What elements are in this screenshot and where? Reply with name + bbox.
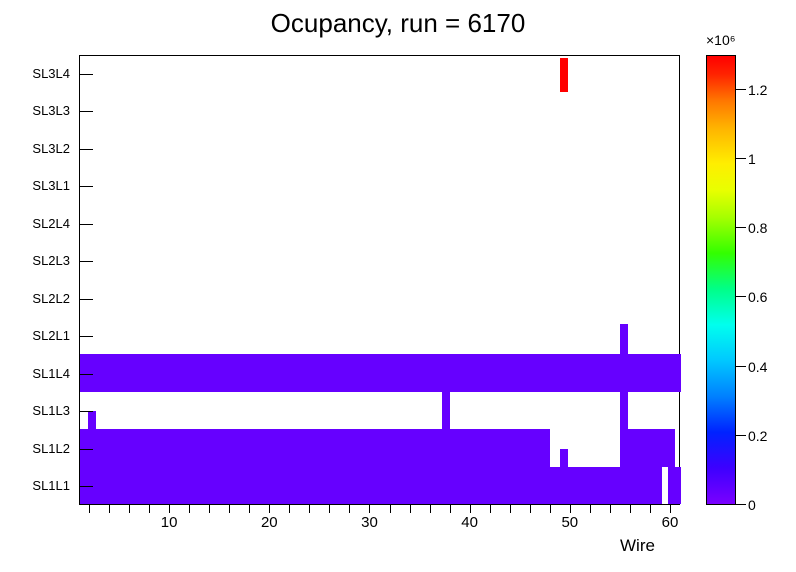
bar-sl2l1-spike xyxy=(620,324,628,392)
colorbar-tick-mark-0.4 xyxy=(736,366,746,367)
xtick-mark-22 xyxy=(289,505,290,513)
ytick-mark-SL1L4 xyxy=(79,374,93,375)
xtick-mark-20 xyxy=(269,505,270,513)
xtick-mark-8 xyxy=(149,505,150,513)
colorbar-tick-mark-0.6 xyxy=(736,296,746,297)
xtick-mark-44 xyxy=(510,505,511,513)
ytick-mark-SL3L2 xyxy=(79,149,93,150)
xtick-mark-42 xyxy=(490,505,491,513)
xtick-mark-12 xyxy=(189,505,190,513)
xaxis-label: Wire xyxy=(620,536,655,556)
xtick-mark-34 xyxy=(410,505,411,513)
chart-title: Ocupancy, run = 6170 xyxy=(0,8,796,39)
ytick-mark-SL2L2 xyxy=(79,299,93,300)
ytick-label-SL1L3: SL1L3 xyxy=(8,403,70,418)
bar-sl1l3-spike2 xyxy=(560,449,568,467)
xtick-mark-14 xyxy=(209,505,210,513)
ytick-label-SL3L1: SL3L1 xyxy=(8,178,70,193)
xtick-mark-28 xyxy=(349,505,350,513)
colorbar[interactable] xyxy=(706,55,736,505)
ytick-mark-SL2L1 xyxy=(79,336,93,337)
xtick-mark-36 xyxy=(430,505,431,513)
ytick-label-SL1L1: SL1L1 xyxy=(8,478,70,493)
xtick-label-30: 30 xyxy=(354,514,384,531)
colorbar-tick-label-0: 0 xyxy=(748,497,756,513)
bar-sl3l4-red xyxy=(560,58,568,92)
xtick-label-10: 10 xyxy=(154,514,184,531)
colorbar-tick-mark-0.2 xyxy=(736,435,746,436)
ytick-mark-SL3L1 xyxy=(79,186,93,187)
xtick-mark-56 xyxy=(630,505,631,513)
ytick-label-SL2L1: SL2L1 xyxy=(8,328,70,343)
ytick-label-SL1L2: SL1L2 xyxy=(8,441,70,456)
xtick-mark-16 xyxy=(229,505,230,513)
bar-sl1l2-segment1 xyxy=(80,429,550,467)
bar-sl1l2-segment2 xyxy=(620,429,675,467)
colorbar-tick-label-0.2: 0.2 xyxy=(748,428,767,444)
ytick-mark-SL3L3 xyxy=(79,111,93,112)
xtick-mark-52 xyxy=(590,505,591,513)
colorbar-exponent: ×10⁶ xyxy=(706,32,736,48)
colorbar-gradient[interactable] xyxy=(706,55,736,505)
xtick-mark-46 xyxy=(530,505,531,513)
chart-root: Ocupancy, run = 6170 SL1L1 SL1L2 SL1L3 SL1L… xyxy=(0,0,796,572)
bar-sl1l3-spike1 xyxy=(442,392,450,430)
colorbar-tick-label-1: 1 xyxy=(748,151,756,167)
xtick-mark-26 xyxy=(329,505,330,513)
xtick-mark-50 xyxy=(570,505,571,513)
ytick-mark-SL3L4 xyxy=(79,74,93,75)
colorbar-tick-mark-1.2 xyxy=(736,89,746,90)
colorbar-tick-label-0.6: 0.6 xyxy=(748,289,767,305)
xtick-mark-10 xyxy=(169,505,170,513)
ytick-label-SL3L3: SL3L3 xyxy=(8,103,70,118)
xtick-mark-4 xyxy=(109,505,110,513)
ytick-label-SL1L4: SL1L4 xyxy=(8,366,70,381)
xtick-mark-2 xyxy=(89,505,90,513)
bar-sl1l3-spike3 xyxy=(620,392,628,430)
xtick-label-50: 50 xyxy=(555,514,585,531)
xtick-mark-30 xyxy=(369,505,370,513)
bar-sl1l4-main xyxy=(80,354,681,392)
ytick-mark-SL2L3 xyxy=(79,261,93,262)
colorbar-tick-label-0.8: 0.8 xyxy=(748,220,767,236)
bar-sl1l2-spike xyxy=(88,411,96,467)
ytick-mark-SL1L3 xyxy=(79,411,93,412)
xtick-mark-32 xyxy=(390,505,391,513)
xtick-mark-6 xyxy=(129,505,130,513)
xtick-label-20: 20 xyxy=(254,514,284,531)
bar-sl1l1-end xyxy=(668,467,681,505)
xtick-label-60: 60 xyxy=(655,514,685,531)
xtick-mark-48 xyxy=(550,505,551,513)
colorbar-tick-mark-0.8 xyxy=(736,227,746,228)
colorbar-tick-label-0.4: 0.4 xyxy=(748,359,767,375)
ytick-label-SL3L2: SL3L2 xyxy=(8,141,70,156)
ytick-label-SL2L3: SL2L3 xyxy=(8,253,70,268)
plot-area xyxy=(79,55,680,505)
xtick-mark-40 xyxy=(470,505,471,513)
ytick-mark-SL1L2 xyxy=(79,449,93,450)
xtick-mark-60 xyxy=(670,505,671,513)
colorbar-tick-label-1.2: 1.2 xyxy=(748,82,767,98)
xtick-mark-38 xyxy=(450,505,451,513)
ytick-mark-SL1L1 xyxy=(79,486,93,487)
xtick-mark-18 xyxy=(249,505,250,513)
colorbar-tick-mark-0 xyxy=(736,504,746,505)
ytick-label-SL2L2: SL2L2 xyxy=(8,291,70,306)
ytick-mark-SL2L4 xyxy=(79,224,93,225)
ytick-label-SL2L4: SL2L4 xyxy=(8,216,70,231)
xtick-label-40: 40 xyxy=(455,514,485,531)
xtick-mark-58 xyxy=(650,505,651,513)
ytick-label-SL3L4: SL3L4 xyxy=(8,66,70,81)
xtick-mark-24 xyxy=(309,505,310,513)
xtick-mark-54 xyxy=(610,505,611,513)
colorbar-tick-mark-1 xyxy=(736,158,746,159)
bar-sl1l1-main xyxy=(80,467,662,505)
